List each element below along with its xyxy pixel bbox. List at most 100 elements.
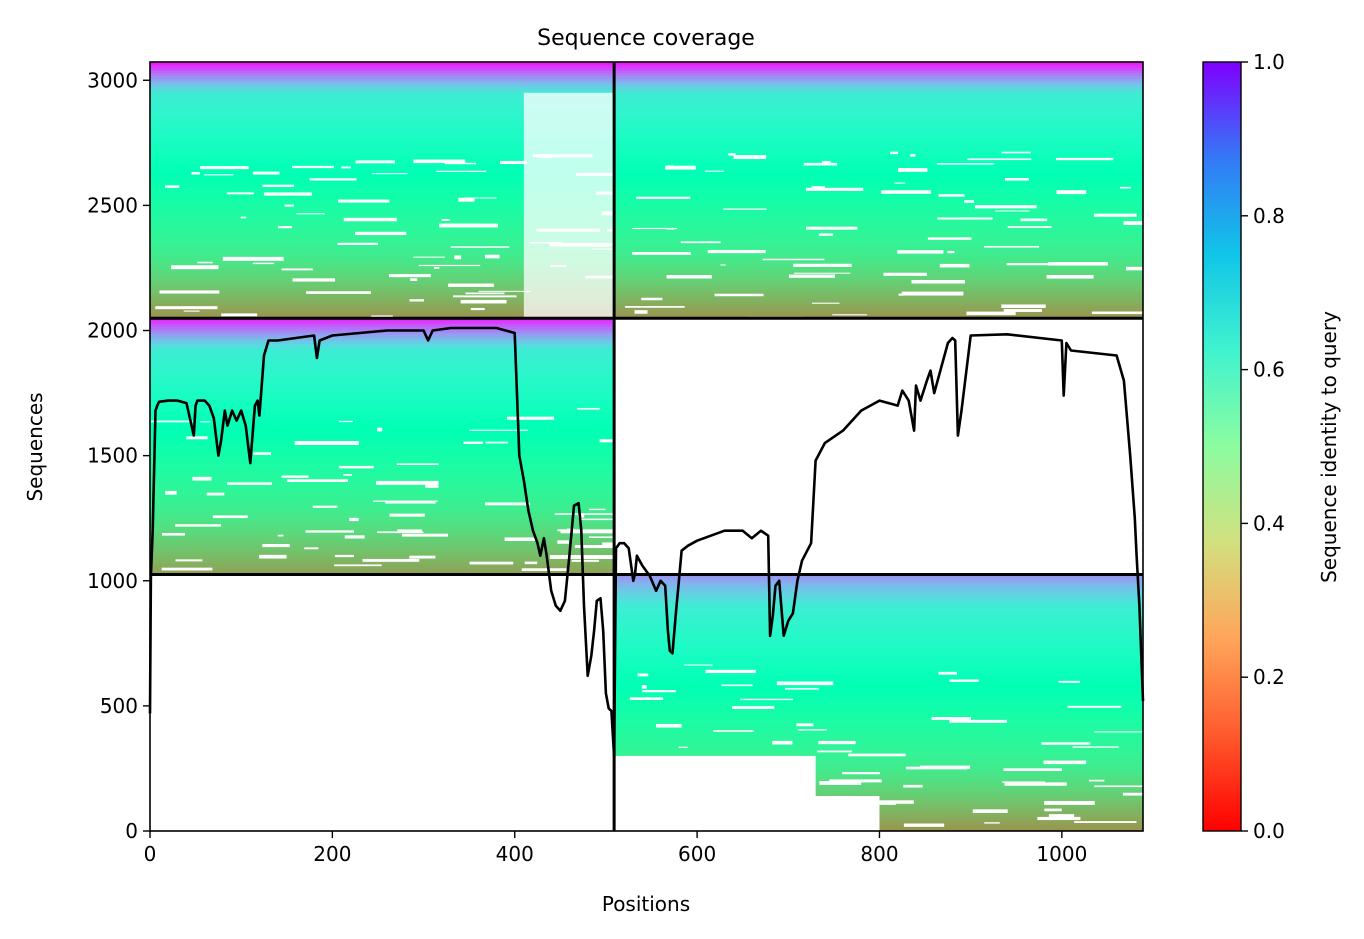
heatmap-row <box>150 378 615 382</box>
coverage-gap <box>452 295 517 298</box>
heatmap-row <box>150 471 615 476</box>
heatmap-row <box>150 466 615 470</box>
coverage-gap <box>1094 785 1143 788</box>
heatmap-row <box>614 591 1143 596</box>
heatmap-row <box>614 133 1143 137</box>
heatmap-row <box>150 104 615 109</box>
coverage-gap <box>848 753 906 757</box>
heatmap-row <box>150 207 615 211</box>
heatmap-row <box>614 782 1143 786</box>
heatmap-row <box>150 494 615 499</box>
heatmap-row <box>150 358 615 362</box>
heatmap-row <box>150 289 615 294</box>
coverage-gap <box>625 305 685 308</box>
heatmap-row <box>614 175 1143 180</box>
heatmap-row <box>150 235 615 240</box>
coverage-gap <box>939 263 970 268</box>
coverage-gap <box>1094 731 1143 733</box>
heatmap-row <box>614 602 1143 607</box>
heatmap-row <box>614 292 1143 297</box>
heatmap-row <box>614 138 1143 143</box>
colorbar-tick-label: 0.2 <box>1253 665 1285 689</box>
coverage-gap <box>304 547 319 550</box>
coverage-gap <box>401 533 449 537</box>
heatmap-row <box>150 99 615 103</box>
coverage-gap <box>629 697 664 701</box>
heatmap-row <box>150 192 615 197</box>
heatmap-row <box>150 534 615 539</box>
coverage-gap <box>262 184 295 187</box>
coverage-gap <box>901 291 964 296</box>
heatmap-row <box>150 90 615 94</box>
heatmap-row <box>614 278 1143 282</box>
coverage-gap <box>200 166 249 170</box>
coverage-gap <box>175 524 222 527</box>
coverage-gap <box>805 187 864 191</box>
coverage-gap <box>720 264 726 266</box>
coverage-gap <box>469 561 514 565</box>
x-axis-ticks: 0 200 400 600 800 1000 <box>144 831 1087 866</box>
heatmap-row <box>614 195 1143 200</box>
heatmap-row <box>150 229 615 234</box>
heatmap-row <box>150 81 615 86</box>
heatmap-row <box>150 563 615 567</box>
heatmap-row <box>150 144 615 149</box>
coverage-gap <box>253 452 271 455</box>
coverage-gap <box>1022 781 1046 784</box>
coverage-gap <box>897 250 944 254</box>
coverage-gap <box>937 217 993 220</box>
coverage-gap <box>723 208 767 210</box>
coverage-gap <box>903 823 945 827</box>
heatmap-row <box>614 651 1143 655</box>
heatmap-row <box>614 73 1143 77</box>
coverage-gap <box>372 173 408 175</box>
coverage-gap <box>485 441 508 444</box>
coverage-gap <box>469 429 528 431</box>
heatmap-row <box>150 175 615 180</box>
coverage-gap <box>1020 218 1048 222</box>
heatmap-block <box>614 62 1143 319</box>
coverage-gap <box>793 263 852 267</box>
heatmap-row <box>150 281 615 285</box>
coverage-gap <box>465 292 505 295</box>
heatmap-row <box>614 118 1143 123</box>
heatmap-row <box>150 477 615 482</box>
x-tick-label: 400 <box>496 842 534 866</box>
heatmap-row <box>614 164 1143 168</box>
heatmap-row <box>614 682 1143 687</box>
heatmap-row <box>150 360 615 365</box>
y-tick-label: 500 <box>100 694 138 718</box>
heatmap-row <box>150 247 615 251</box>
heatmap-row <box>614 187 1143 191</box>
coverage-gap <box>161 567 213 571</box>
heatmap-row <box>614 264 1143 268</box>
heatmap-row <box>150 500 615 504</box>
coverage-gap <box>599 439 639 443</box>
coverage-gap <box>371 315 393 319</box>
coverage-gap <box>641 685 647 689</box>
heatmap-row <box>614 255 1143 260</box>
coverage-gap <box>634 310 648 314</box>
heatmap-row <box>150 491 615 496</box>
heatmap-row <box>614 304 1143 308</box>
coverage-gap <box>577 407 600 410</box>
heatmap-row <box>614 190 1143 194</box>
coverage-gap <box>821 160 831 165</box>
heatmap-row <box>614 144 1143 149</box>
coverage-gap <box>881 190 931 194</box>
heatmap-row <box>150 503 615 507</box>
heatmap-row <box>614 201 1143 205</box>
coverage-gap <box>463 441 483 444</box>
coverage-gap <box>949 719 1007 723</box>
heatmap-row <box>614 76 1143 80</box>
heatmap-row <box>150 116 615 120</box>
coverage-gap <box>277 226 292 229</box>
heatmap-row <box>614 252 1143 257</box>
x-tick-label: 200 <box>313 842 351 866</box>
coverage-gap <box>155 306 218 310</box>
heatmap-row <box>614 107 1143 112</box>
x-axis-label: Positions <box>602 892 690 916</box>
heatmap-row <box>150 463 615 467</box>
heatmap-row <box>614 241 1143 245</box>
heatmap-row <box>150 210 615 214</box>
